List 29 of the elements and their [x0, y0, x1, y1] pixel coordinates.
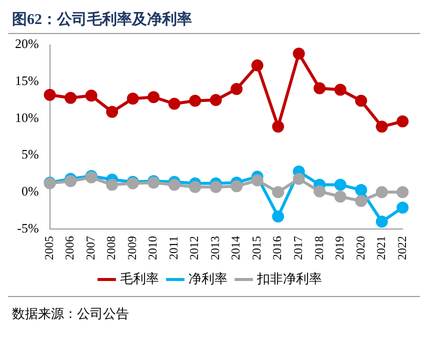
x-tick-label: 2020	[353, 236, 368, 260]
x-tick-label: 2012	[187, 236, 202, 260]
legend-label: 扣非净利率	[256, 270, 322, 286]
chart-title: 图62：公司毛利率及净利率	[8, 8, 420, 34]
x-tick-label: 2007	[83, 236, 98, 260]
x-tick-label: 2017	[291, 236, 305, 260]
x-tick-label: 2021	[374, 236, 388, 260]
source-note: 数据来源：公司公告	[8, 296, 420, 323]
x-tick-label: 2006	[62, 236, 77, 260]
x-tick-label: 2008	[104, 236, 118, 260]
y-tick-label: -5%	[17, 220, 39, 236]
legend-label: 净利率	[188, 270, 228, 286]
y-tick-label: 5%	[21, 146, 39, 162]
x-tick-label: 2013	[208, 236, 222, 260]
x-tick-label: 2005	[42, 236, 56, 260]
x-tick-label: 2009	[124, 236, 139, 260]
legend-label: 毛利率	[120, 270, 159, 286]
x-tick-label: 2022	[394, 236, 409, 260]
x-tick-label: 2019	[332, 236, 347, 260]
y-tick-label: 20%	[14, 36, 39, 52]
x-tick-label: 2015	[250, 236, 264, 260]
x-tick-label: 2011	[166, 236, 180, 260]
y-tick-label: 10%	[14, 110, 39, 125]
x-tick-label: 2014	[228, 236, 243, 260]
y-tick-label: 0%	[21, 184, 39, 199]
x-tick-label: 2010	[146, 236, 160, 260]
x-tick-label: 2018	[312, 236, 326, 260]
x-tick-label: 2016	[270, 236, 284, 260]
y-tick-label: 15%	[14, 73, 39, 88]
